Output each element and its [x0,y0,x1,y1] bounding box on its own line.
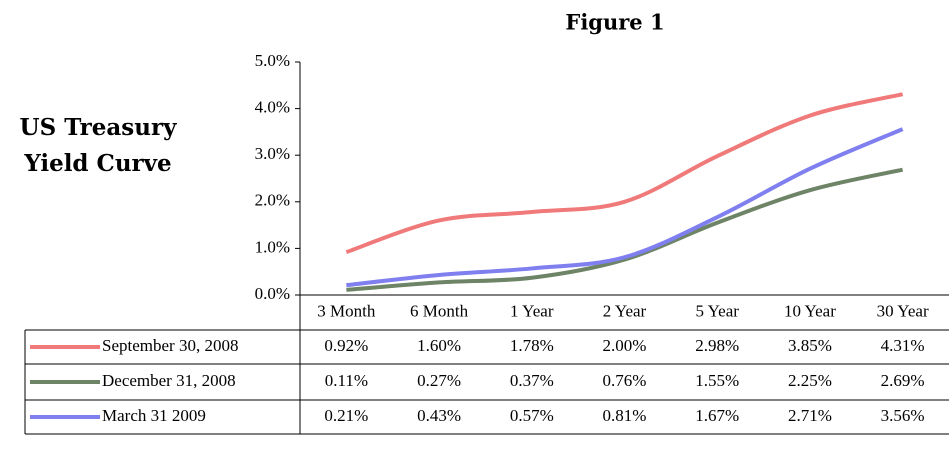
chart-title: Figure 1 [565,10,664,35]
series-line [346,127,904,288]
series-line [346,167,904,292]
data-label: 2.71% [788,406,832,425]
legend-label: December 31, 2008 [102,371,236,390]
x-tick-label: 1 Year [510,301,554,320]
y-tick-label: 2.0% [255,191,290,210]
data-label: 2.25% [788,371,832,390]
data-label: 0.21% [324,406,368,425]
data-label: 4.31% [881,336,925,355]
data-label: 1.55% [695,371,739,390]
legend-label: March 31 2009 [102,406,206,425]
data-label: 0.43% [417,406,461,425]
data-label: 2.00% [603,336,647,355]
data-label: 0.57% [510,406,554,425]
data-label: 1.67% [695,406,739,425]
y-tick-label: 3.0% [255,144,290,163]
data-label: 2.98% [695,336,739,355]
data-label: 0.81% [603,406,647,425]
x-tick-label: 5 Year [695,301,739,320]
y-tick-label: 0.0% [255,284,290,303]
data-label: 2.69% [881,371,925,390]
x-tick-label: 6 Month [410,301,469,320]
data-label: 0.37% [510,371,554,390]
data-label: 0.27% [417,371,461,390]
data-label: 0.11% [325,371,368,390]
data-label: 3.56% [881,406,925,425]
data-label: 0.92% [324,336,368,355]
x-tick-label: 30 Year [877,301,929,320]
series-line [345,92,904,255]
x-tick-label: 2 Year [603,301,647,320]
legend-label: September 30, 2008 [102,336,238,355]
y-tick-label: 1.0% [255,237,290,256]
data-label: 1.78% [510,336,554,355]
y-tick-label: 4.0% [255,98,290,117]
y-tick-label: 5.0% [255,51,290,70]
data-label: 3.85% [788,336,832,355]
data-label: 1.60% [417,336,461,355]
chart-subtitle: US Treasury Yield Curve [19,114,177,177]
data-label: 0.76% [603,371,647,390]
x-tick-label: 10 Year [784,301,836,320]
x-tick-label: 3 Month [317,301,376,320]
